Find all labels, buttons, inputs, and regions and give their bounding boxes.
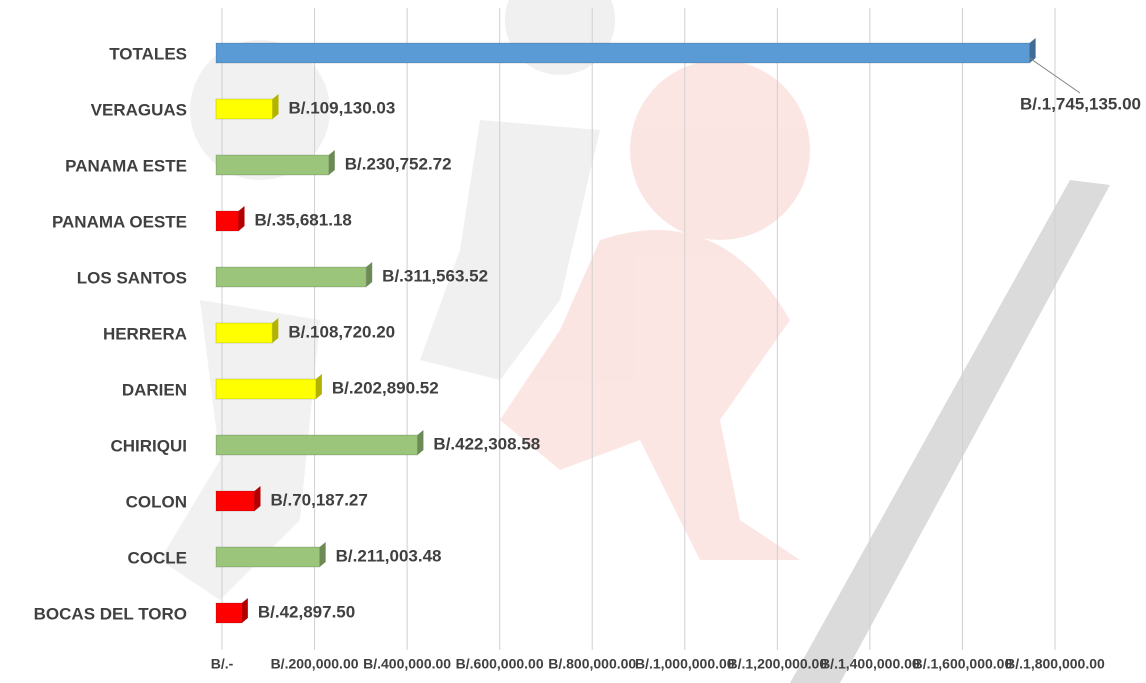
value-label: B/.202,890.52: [332, 378, 439, 397]
bar-depth: [320, 542, 326, 567]
category-label: PANAMA OESTE: [52, 212, 187, 231]
x-tick-label: B/.-: [211, 656, 234, 672]
category-label: COCLE: [128, 548, 188, 567]
value-label: B/.109,130.03: [289, 98, 396, 117]
bar-depth: [239, 206, 245, 231]
x-tick-label: B/.1,600,000.00: [913, 656, 1013, 672]
chart: B/.- B/.200,000.00B/.400,000.00 B/.600,000…: [0, 0, 1146, 683]
bar: [216, 155, 329, 175]
value-label: B/.35,681.18: [255, 210, 352, 229]
category-label: LOS SANTOS: [77, 268, 187, 287]
bar: [216, 43, 1030, 63]
x-tick-label: B/.600,000.00: [456, 656, 544, 672]
background-figures: [160, 0, 810, 600]
value-label: B/.422,308.58: [433, 434, 540, 453]
category-label: CHIRIQUI: [111, 436, 188, 455]
page: B/.- B/.200,000.00B/.400,000.00 B/.600,000…: [0, 0, 1146, 683]
bar-depth: [366, 262, 372, 287]
x-tick-label: B/.1,200,000.00: [728, 656, 828, 672]
bar: [216, 379, 316, 399]
bar: [216, 99, 273, 119]
category-label: COLON: [126, 492, 187, 511]
bar-depth: [417, 430, 423, 455]
value-label: B/.70,187.27: [270, 490, 367, 509]
bar-depth: [329, 150, 335, 175]
bar: [216, 603, 242, 623]
category-label: BOCAS DEL TORO: [34, 604, 187, 623]
bar-depth: [242, 598, 248, 623]
value-label: B/.211,003.48: [336, 546, 442, 565]
bar: [216, 491, 254, 511]
bar: [216, 323, 272, 343]
category-label: VERAGUAS: [91, 100, 187, 119]
value-label: B/.1,745,135.00: [1020, 94, 1141, 113]
value-label: B/.108,720.20: [288, 322, 395, 341]
value-label: B/.42,897.50: [258, 602, 355, 621]
x-tick-label: B/.1,000,000.00: [635, 656, 735, 672]
x-tick-label: B/.1,800,000.00: [1005, 656, 1105, 672]
bar: [216, 547, 320, 567]
x-tick-label: B/.200,000.00: [271, 656, 359, 672]
bar: [216, 211, 239, 231]
category-label: PANAMA ESTE: [65, 156, 187, 175]
category-label: TOTALES: [109, 44, 187, 63]
value-label: B/.311,563.52: [382, 266, 488, 285]
value-label: B/.230,752.72: [345, 154, 452, 173]
bar: [216, 267, 366, 287]
bar: [216, 435, 417, 455]
x-tick-label: B/.400,000.00: [363, 656, 451, 672]
category-label: HERRERA: [103, 324, 187, 343]
bar-depth: [1030, 38, 1036, 63]
category-label: DARIEN: [122, 380, 187, 399]
x-tick-label: B/.800,000.00: [548, 656, 636, 672]
x-tick-label: B/.1,400,000.00: [820, 656, 920, 672]
checkered-track: [790, 180, 1110, 683]
bar-depth: [316, 374, 322, 399]
